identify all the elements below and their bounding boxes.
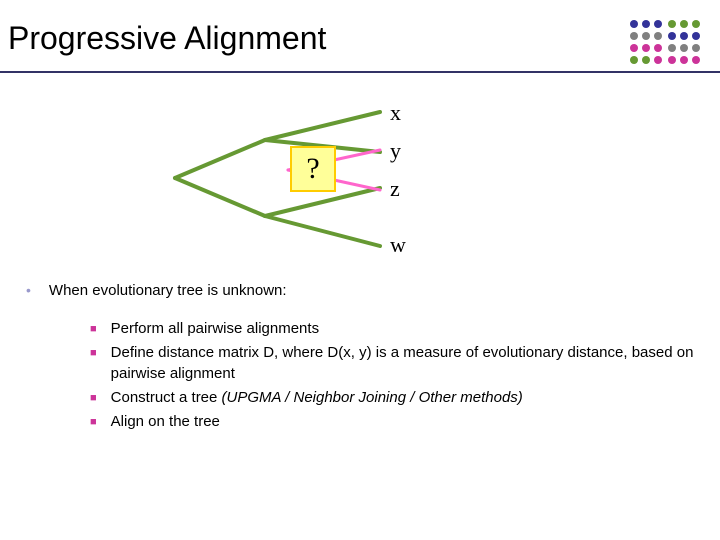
sub-text-0: Perform all pairwise alignments — [111, 318, 319, 340]
square-bullet-icon: ■ — [90, 415, 97, 433]
sub-item-2: ■ Construct a tree (UPGMA / Neighbor Joi… — [90, 387, 700, 409]
sub-list: ■ Perform all pairwise alignments ■ Defi… — [90, 318, 700, 433]
title-bar: Progressive Alignment — [0, 0, 720, 67]
tree-diagram: ? x y z w — [170, 100, 430, 260]
sub-item-1: ■ Define distance matrix D, where D(x, y… — [90, 342, 700, 386]
leaf-w: w — [390, 232, 406, 258]
sub-item-0: ■ Perform all pairwise alignments — [90, 318, 700, 340]
dot-bullet-icon: • — [20, 280, 31, 302]
leaf-x: x — [390, 100, 401, 126]
sub-item-3: ■ Align on the tree — [90, 411, 700, 433]
sub-text-2: Construct a tree (UPGMA / Neighbor Joini… — [111, 387, 523, 409]
square-bullet-icon: ■ — [90, 391, 97, 409]
sub-text-1: Define distance matrix D, where D(x, y) … — [111, 342, 700, 386]
leaf-z: z — [390, 176, 400, 202]
leaf-y: y — [390, 138, 401, 164]
logo-dots — [624, 14, 704, 78]
question-mark: ? — [306, 152, 319, 186]
title-underline — [0, 71, 720, 73]
main-bullet: • When evolutionary tree is unknown: — [20, 280, 700, 302]
question-box: ? — [290, 146, 336, 192]
content-block: • When evolutionary tree is unknown: ■ P… — [20, 280, 700, 435]
square-bullet-icon: ■ — [90, 346, 97, 386]
slide-title: Progressive Alignment — [8, 20, 712, 57]
square-bullet-icon: ■ — [90, 322, 97, 340]
sub-text-3: Align on the tree — [111, 411, 220, 433]
main-text: When evolutionary tree is unknown: — [49, 280, 287, 302]
